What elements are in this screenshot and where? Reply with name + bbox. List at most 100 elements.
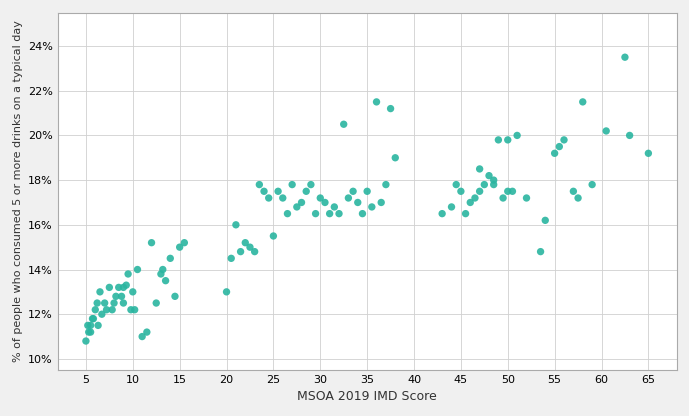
Point <box>493 136 504 143</box>
Point <box>329 203 340 210</box>
Point <box>455 188 466 195</box>
Point <box>129 307 140 313</box>
Point <box>146 239 157 246</box>
Point <box>512 132 523 139</box>
Point <box>380 181 391 188</box>
Point <box>109 300 120 306</box>
Point <box>151 300 162 306</box>
Point <box>221 289 232 295</box>
Point <box>347 188 358 195</box>
Point <box>320 199 331 206</box>
Point <box>352 199 363 206</box>
Point <box>484 172 495 179</box>
Point <box>460 210 471 217</box>
Point <box>469 195 480 201</box>
Point <box>300 188 311 195</box>
Point <box>92 322 103 329</box>
Point <box>465 199 476 206</box>
Point <box>123 271 134 277</box>
Point <box>287 181 298 188</box>
Point <box>497 195 508 201</box>
Point <box>85 329 96 335</box>
Point <box>601 128 612 134</box>
Point <box>101 307 112 313</box>
Point <box>254 181 265 188</box>
Point <box>521 195 532 201</box>
Point <box>81 338 92 344</box>
Point <box>113 284 124 291</box>
Point <box>559 136 570 143</box>
Point <box>157 266 168 273</box>
Point <box>489 181 500 188</box>
Point <box>156 271 167 277</box>
Point <box>83 329 94 335</box>
Point <box>132 266 143 273</box>
Point <box>385 105 396 112</box>
Point <box>489 177 500 183</box>
Point <box>273 188 284 195</box>
Point <box>451 181 462 188</box>
Point <box>291 203 302 210</box>
Point <box>577 99 588 105</box>
Point <box>338 121 349 128</box>
Point <box>549 150 560 157</box>
Point <box>619 54 630 60</box>
Point <box>258 188 269 195</box>
Point <box>118 300 129 306</box>
Point <box>245 244 256 250</box>
Point <box>305 181 316 188</box>
Point <box>643 150 654 157</box>
Point <box>121 282 132 288</box>
Point <box>82 322 93 329</box>
Point <box>446 203 457 210</box>
Point <box>371 99 382 105</box>
Point <box>474 188 485 195</box>
Point <box>315 195 326 201</box>
Point <box>240 239 251 246</box>
Point <box>141 329 152 335</box>
Point <box>624 132 635 139</box>
Point <box>125 307 136 313</box>
Point <box>118 284 129 291</box>
Point <box>357 210 368 217</box>
Point <box>104 284 115 291</box>
Point <box>116 293 127 300</box>
Point <box>92 300 103 306</box>
Point <box>110 293 121 300</box>
Point <box>235 248 246 255</box>
Point <box>226 255 237 262</box>
Point <box>249 248 260 255</box>
Point <box>296 199 307 206</box>
Point <box>333 210 344 217</box>
Point <box>230 221 241 228</box>
Point <box>165 255 176 262</box>
Point <box>268 233 279 239</box>
Point <box>362 188 373 195</box>
Point <box>535 248 546 255</box>
Point <box>90 307 101 313</box>
Point <box>174 244 185 250</box>
Point <box>367 203 378 210</box>
Point <box>169 293 181 300</box>
Point <box>502 188 513 195</box>
Point <box>502 136 513 143</box>
Point <box>539 217 551 224</box>
Point <box>99 300 110 306</box>
Point <box>343 195 354 201</box>
Point <box>96 311 107 317</box>
Point <box>479 181 490 188</box>
Point <box>88 315 99 322</box>
Point <box>107 307 118 313</box>
Point <box>277 195 288 201</box>
Point <box>573 195 584 201</box>
Point <box>179 239 190 246</box>
Point <box>554 143 565 150</box>
Point <box>586 181 597 188</box>
Point <box>94 289 105 295</box>
Point <box>282 210 293 217</box>
Point <box>85 322 96 329</box>
Point <box>87 315 98 322</box>
Y-axis label: % of people who consumed 5 or more drinks on a typical day: % of people who consumed 5 or more drink… <box>12 20 23 362</box>
Point <box>568 188 579 195</box>
Point <box>376 199 387 206</box>
